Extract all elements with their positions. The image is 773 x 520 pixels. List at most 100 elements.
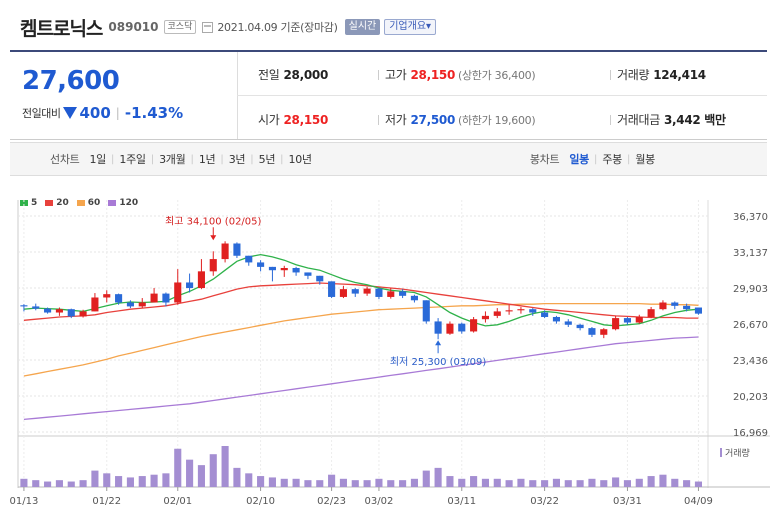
candle-body bbox=[458, 323, 466, 332]
volume-bar bbox=[683, 480, 691, 487]
candle-period-1[interactable]: 주봉 bbox=[602, 153, 622, 166]
candle-body bbox=[162, 293, 170, 303]
x-tick-label: 03/11 bbox=[447, 496, 476, 507]
volume-bar bbox=[150, 474, 158, 487]
toolbar-divider: | bbox=[190, 153, 194, 165]
market-badge: 코스닥 bbox=[163, 20, 197, 34]
legend-label: 20 bbox=[56, 198, 69, 208]
candle-body bbox=[280, 267, 288, 271]
volume-bar bbox=[292, 478, 300, 487]
legend-swatch bbox=[76, 200, 85, 206]
candle-body bbox=[115, 294, 123, 303]
candle-period-0[interactable]: 일봉 bbox=[569, 153, 589, 166]
candle-body bbox=[138, 302, 146, 307]
legend-ma-20: 20 bbox=[45, 198, 69, 208]
line-period-0[interactable]: 1일 bbox=[89, 153, 106, 166]
y-tick-label: 33,137 bbox=[733, 248, 768, 259]
volume-bar bbox=[174, 448, 182, 487]
current-price: 27,600 bbox=[22, 66, 120, 96]
change-amount: 400 bbox=[79, 104, 111, 122]
legend-ma-5: 5 bbox=[20, 198, 37, 208]
low-cell: 저가 27,500 (하한가 19,600) bbox=[378, 111, 536, 128]
stock-chart[interactable]: 36,370 33,137 29,903 26,670 23,436 20,203 16,9… bbox=[0, 180, 773, 520]
volume-bar bbox=[257, 476, 265, 487]
stock-code: 089010 bbox=[108, 20, 159, 34]
ma-legend: 5 20 60 120 bbox=[20, 198, 146, 208]
candle-period-2[interactable]: 월봉 bbox=[635, 153, 655, 166]
volume-bar bbox=[67, 481, 75, 487]
toolbar-divider: | bbox=[111, 153, 115, 165]
x-tick-label: 03/31 bbox=[613, 496, 642, 507]
max-annotation: 최고 34,100 (02/05) bbox=[165, 215, 261, 227]
legend-label: 60 bbox=[87, 198, 101, 208]
realtime-button[interactable]: 실시간 bbox=[344, 19, 381, 35]
volume-bar bbox=[481, 478, 489, 487]
line-period-6[interactable]: 10년 bbox=[288, 153, 313, 166]
line-period-1[interactable]: 1주일 bbox=[119, 153, 146, 166]
candle-body bbox=[683, 305, 691, 310]
cell-divider bbox=[378, 115, 379, 125]
volume-bar bbox=[387, 480, 395, 487]
volume-bar bbox=[552, 478, 560, 487]
volume-bar bbox=[529, 480, 537, 487]
candle-body bbox=[245, 255, 253, 263]
legend-label: 5 bbox=[31, 198, 38, 208]
high-cell: 고가 28,150 (상한가 36,400) bbox=[378, 66, 536, 83]
candle-body bbox=[351, 289, 359, 294]
candle-body bbox=[174, 282, 182, 303]
ma5-line bbox=[23, 253, 699, 327]
volume-bar bbox=[671, 478, 679, 487]
y-tick-label: 23,436 bbox=[733, 356, 768, 367]
x-tick-label: 02/01 bbox=[163, 496, 192, 507]
candle-body bbox=[221, 243, 229, 260]
open-cell: 시가 28,150 bbox=[258, 111, 328, 128]
legend-label: 120 bbox=[119, 198, 139, 208]
candle-body bbox=[67, 309, 75, 317]
candle-body bbox=[292, 267, 300, 273]
candle-body bbox=[44, 308, 52, 313]
toolbar-divider: | bbox=[250, 153, 254, 165]
x-tick-label: 01/22 bbox=[92, 496, 121, 507]
y-tick-label: 36,370 bbox=[733, 212, 768, 223]
volume-bar bbox=[32, 480, 40, 487]
volume-bar bbox=[245, 473, 253, 487]
volume-bar bbox=[363, 480, 371, 487]
volume-bar bbox=[103, 473, 111, 487]
high-label: 고가 bbox=[385, 68, 407, 82]
candle-body bbox=[552, 316, 560, 322]
change-divider: | bbox=[115, 106, 120, 120]
line-period-4[interactable]: 3년 bbox=[228, 153, 246, 166]
stock-name: 켐트로닉스 bbox=[20, 17, 103, 40]
volume-bar bbox=[659, 474, 667, 487]
line-period-2[interactable]: 3개월 bbox=[159, 153, 186, 166]
volume-bar bbox=[138, 476, 146, 487]
legend-ma-60: 60 bbox=[76, 198, 101, 208]
amount-label: 거래대금 bbox=[617, 113, 660, 127]
volume-bar bbox=[304, 480, 312, 487]
x-tick-label: 01/13 bbox=[10, 496, 39, 507]
volume-bar bbox=[268, 477, 276, 487]
candle-body bbox=[434, 321, 442, 334]
volume-bar bbox=[186, 459, 194, 487]
legend-swatch bbox=[45, 200, 54, 206]
candle-body bbox=[481, 315, 489, 320]
company-overview-button[interactable]: 기업개요▾ bbox=[384, 19, 437, 35]
candle-body bbox=[363, 288, 371, 294]
candle-body bbox=[505, 310, 513, 312]
candle-body bbox=[126, 302, 134, 307]
volume-value: 124,414 bbox=[653, 68, 706, 82]
candle-body bbox=[186, 282, 194, 289]
candle-body bbox=[422, 300, 430, 322]
volume-bar bbox=[517, 478, 525, 487]
candle-body bbox=[635, 316, 643, 323]
x-tick-label: 03/22 bbox=[530, 496, 559, 507]
line-period-5[interactable]: 5년 bbox=[258, 153, 276, 166]
volume-bar bbox=[446, 476, 454, 487]
change-label: 전일대비 bbox=[22, 107, 61, 120]
amount-cell: 거래대금 3,442 백만 bbox=[610, 111, 726, 128]
candle-body bbox=[20, 305, 28, 307]
candle-body bbox=[197, 271, 205, 289]
line-period-3[interactable]: 1년 bbox=[198, 153, 216, 166]
volume-bar bbox=[351, 480, 359, 487]
volume-bar bbox=[221, 446, 229, 487]
